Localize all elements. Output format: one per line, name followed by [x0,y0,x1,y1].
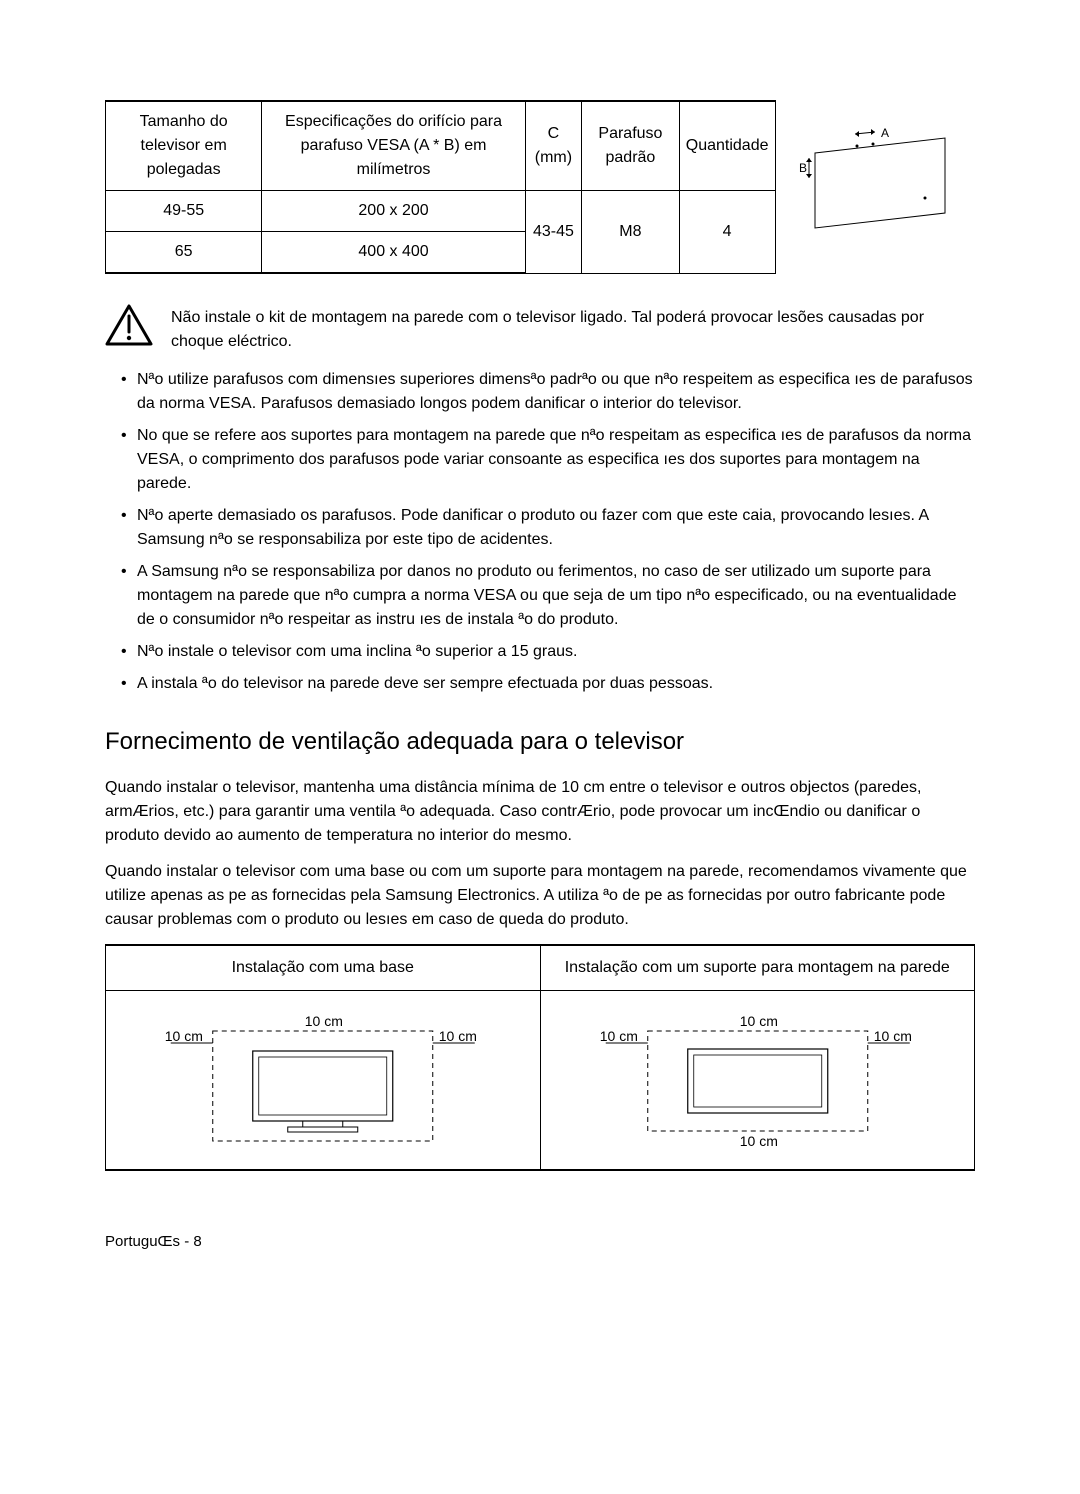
bullet-item: Nªo aperte demasiado os parafusos. Pode … [105,504,975,552]
shared-screw: M8 [582,191,680,274]
base-diagram: 10 cm 10 cm 10 cm [116,1001,530,1151]
label-left: 10 cm [599,1028,637,1044]
label-a: A [881,128,889,140]
col-screw: Parafuso padrão [582,101,680,191]
paragraph-1: Quando instalar o televisor, mantenha um… [105,776,975,848]
t2-h1: Instalação com uma base [106,945,541,991]
t2-diagram-base: 10 cm 10 cm 10 cm [106,991,541,1171]
label-top: 10 cm [305,1013,343,1029]
col-spec: Especificações do orifício para parafuso… [262,101,525,191]
paragraph-2: Quando instalar o televisor com uma base… [105,860,975,932]
shared-cmm: 43-45 [525,191,581,274]
warning-text: Não instale o kit de montagem na parede … [171,304,975,354]
label-b: B [799,161,807,175]
col-cmm: C (mm) [525,101,581,191]
label-top: 10 cm [739,1013,777,1029]
page-footer: PortuguŒs - 8 [105,1231,975,1254]
warning-block: Não instale o kit de montagem na parede … [105,304,975,354]
col-size: Tamanho do televisor em polegadas [106,101,262,191]
vesa-spec-table: Tamanho do televisor em polegadas Especi… [105,100,975,274]
t2-h2: Instalação com um suporte para montagem … [540,945,975,991]
wall-diagram: 10 cm 10 cm 10 cm 10 cm [551,1001,965,1151]
label-left: 10 cm [165,1028,203,1044]
vesa-diagram-cell: A B [775,101,975,273]
section-title: Fornecimento de ventilação adequada para… [105,724,975,760]
ventilation-table: Instalação com uma base Instalação com u… [105,944,975,1171]
row2-size: 65 [106,232,262,274]
row2-spec: 400 x 400 [262,232,525,274]
label-right: 10 cm [439,1028,477,1044]
vesa-diagram: A B [795,128,955,238]
bullet-list: Nªo utilize parafusos com dimensıes supe… [105,368,975,696]
row1-spec: 200 x 200 [262,191,525,232]
shared-qty: 4 [679,191,775,274]
label-right: 10 cm [873,1028,911,1044]
bullet-item: Nªo instale o televisor com uma inclina … [105,640,975,664]
bullet-item: A instala ªo do televisor na parede deve… [105,672,975,696]
t2-diagram-wall: 10 cm 10 cm 10 cm 10 cm [540,991,975,1171]
bullet-item: No que se refere aos suportes para monta… [105,424,975,496]
label-bottom: 10 cm [739,1133,777,1149]
warning-icon [105,304,153,346]
bullet-item: A Samsung nªo se responsabiliza por dano… [105,560,975,632]
bullet-item: Nªo utilize parafusos com dimensıes supe… [105,368,975,416]
row1-size: 49-55 [106,191,262,232]
col-qty: Quantidade [679,101,775,191]
